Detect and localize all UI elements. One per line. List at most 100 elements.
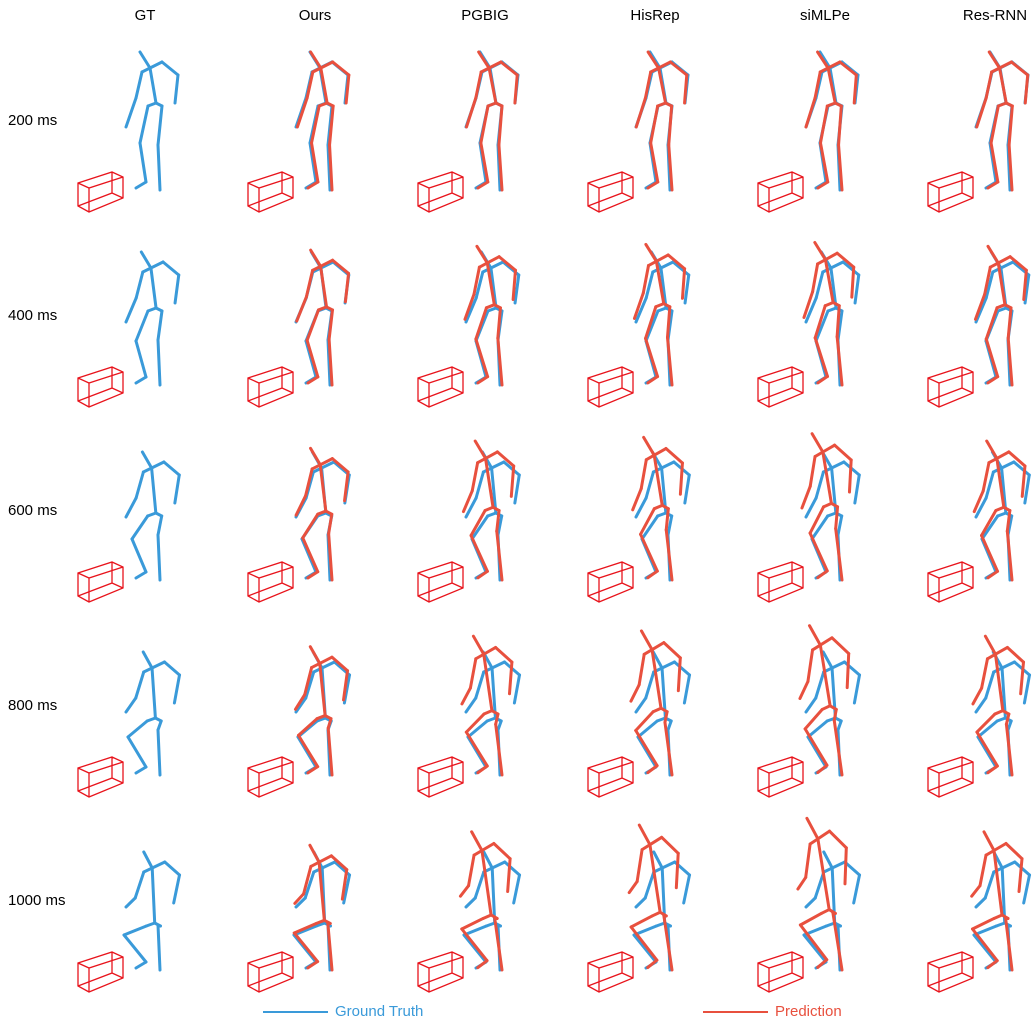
bone <box>803 707 824 731</box>
bone <box>822 850 834 870</box>
bone <box>342 873 351 905</box>
bone <box>172 873 181 905</box>
bone <box>853 273 861 305</box>
bone <box>976 719 999 739</box>
bone <box>852 673 861 705</box>
bone <box>634 296 648 324</box>
bone <box>506 857 512 894</box>
bone <box>497 255 517 272</box>
bone <box>659 260 675 270</box>
bone <box>649 141 660 184</box>
bone <box>156 728 162 777</box>
bone <box>150 866 157 925</box>
bone <box>460 916 485 931</box>
bone <box>513 273 521 305</box>
box <box>417 561 464 603</box>
bone <box>671 260 691 277</box>
bone <box>476 569 489 580</box>
bone <box>308 645 322 665</box>
bone <box>634 496 648 519</box>
bone <box>469 533 489 573</box>
bone <box>826 66 837 105</box>
box-edges <box>77 171 124 213</box>
bone <box>124 496 138 519</box>
bone <box>150 666 157 720</box>
bone <box>305 338 320 379</box>
bone <box>496 719 503 732</box>
bone <box>326 143 332 192</box>
bone <box>1005 509 1012 533</box>
box-edges <box>927 756 974 798</box>
bone <box>798 923 829 962</box>
bone <box>294 896 307 909</box>
bone <box>306 765 320 775</box>
bone <box>331 60 351 77</box>
skeleton <box>292 843 349 972</box>
bone <box>666 253 687 271</box>
bone <box>983 265 992 296</box>
box-edges <box>417 366 464 408</box>
bone <box>482 645 498 656</box>
bone <box>317 860 326 922</box>
bone <box>665 305 672 339</box>
bone <box>327 337 334 387</box>
bone <box>636 719 659 739</box>
bone <box>1008 255 1028 272</box>
bone <box>667 143 674 192</box>
bone <box>476 375 490 385</box>
bone <box>663 710 669 724</box>
bone <box>974 696 988 714</box>
skeleton <box>632 242 687 387</box>
bone <box>984 470 995 500</box>
bone <box>639 507 656 536</box>
skeleton <box>463 244 517 387</box>
bone <box>490 666 497 720</box>
bone <box>490 660 506 670</box>
bone <box>829 266 838 310</box>
box <box>757 951 804 993</box>
bone <box>971 927 999 963</box>
bone <box>805 816 820 841</box>
bone <box>470 461 480 493</box>
bone <box>646 764 659 775</box>
box <box>757 366 804 408</box>
bone <box>1006 306 1013 340</box>
bone <box>305 70 315 100</box>
bone <box>816 763 829 775</box>
box <box>587 561 634 603</box>
bone <box>1000 466 1008 515</box>
bone <box>835 335 844 387</box>
bone <box>680 267 687 300</box>
bone <box>124 696 138 714</box>
bone <box>1006 719 1013 732</box>
bone <box>301 512 320 540</box>
bone <box>975 96 988 129</box>
bone <box>682 673 691 705</box>
bone <box>130 514 150 541</box>
skeleton <box>974 450 1031 582</box>
box <box>587 366 634 408</box>
bone <box>843 860 861 877</box>
box <box>247 366 294 408</box>
bone <box>832 707 838 722</box>
bone <box>646 569 659 580</box>
box-edges <box>247 366 294 408</box>
bone <box>303 870 316 900</box>
bone <box>816 569 829 580</box>
bone <box>802 290 815 319</box>
bone <box>318 655 334 665</box>
bone <box>138 104 150 145</box>
bone <box>134 309 150 343</box>
bone <box>476 180 490 190</box>
bone <box>302 864 313 896</box>
skeleton <box>970 830 1024 972</box>
bone <box>329 854 349 872</box>
column-header: siMLPe <box>800 7 850 24</box>
bone <box>654 259 666 306</box>
row-label: 400 ms <box>8 307 57 324</box>
bone <box>823 251 839 262</box>
bone <box>974 496 988 519</box>
bone <box>803 727 829 767</box>
skeleton <box>796 816 848 972</box>
bone <box>342 669 349 702</box>
